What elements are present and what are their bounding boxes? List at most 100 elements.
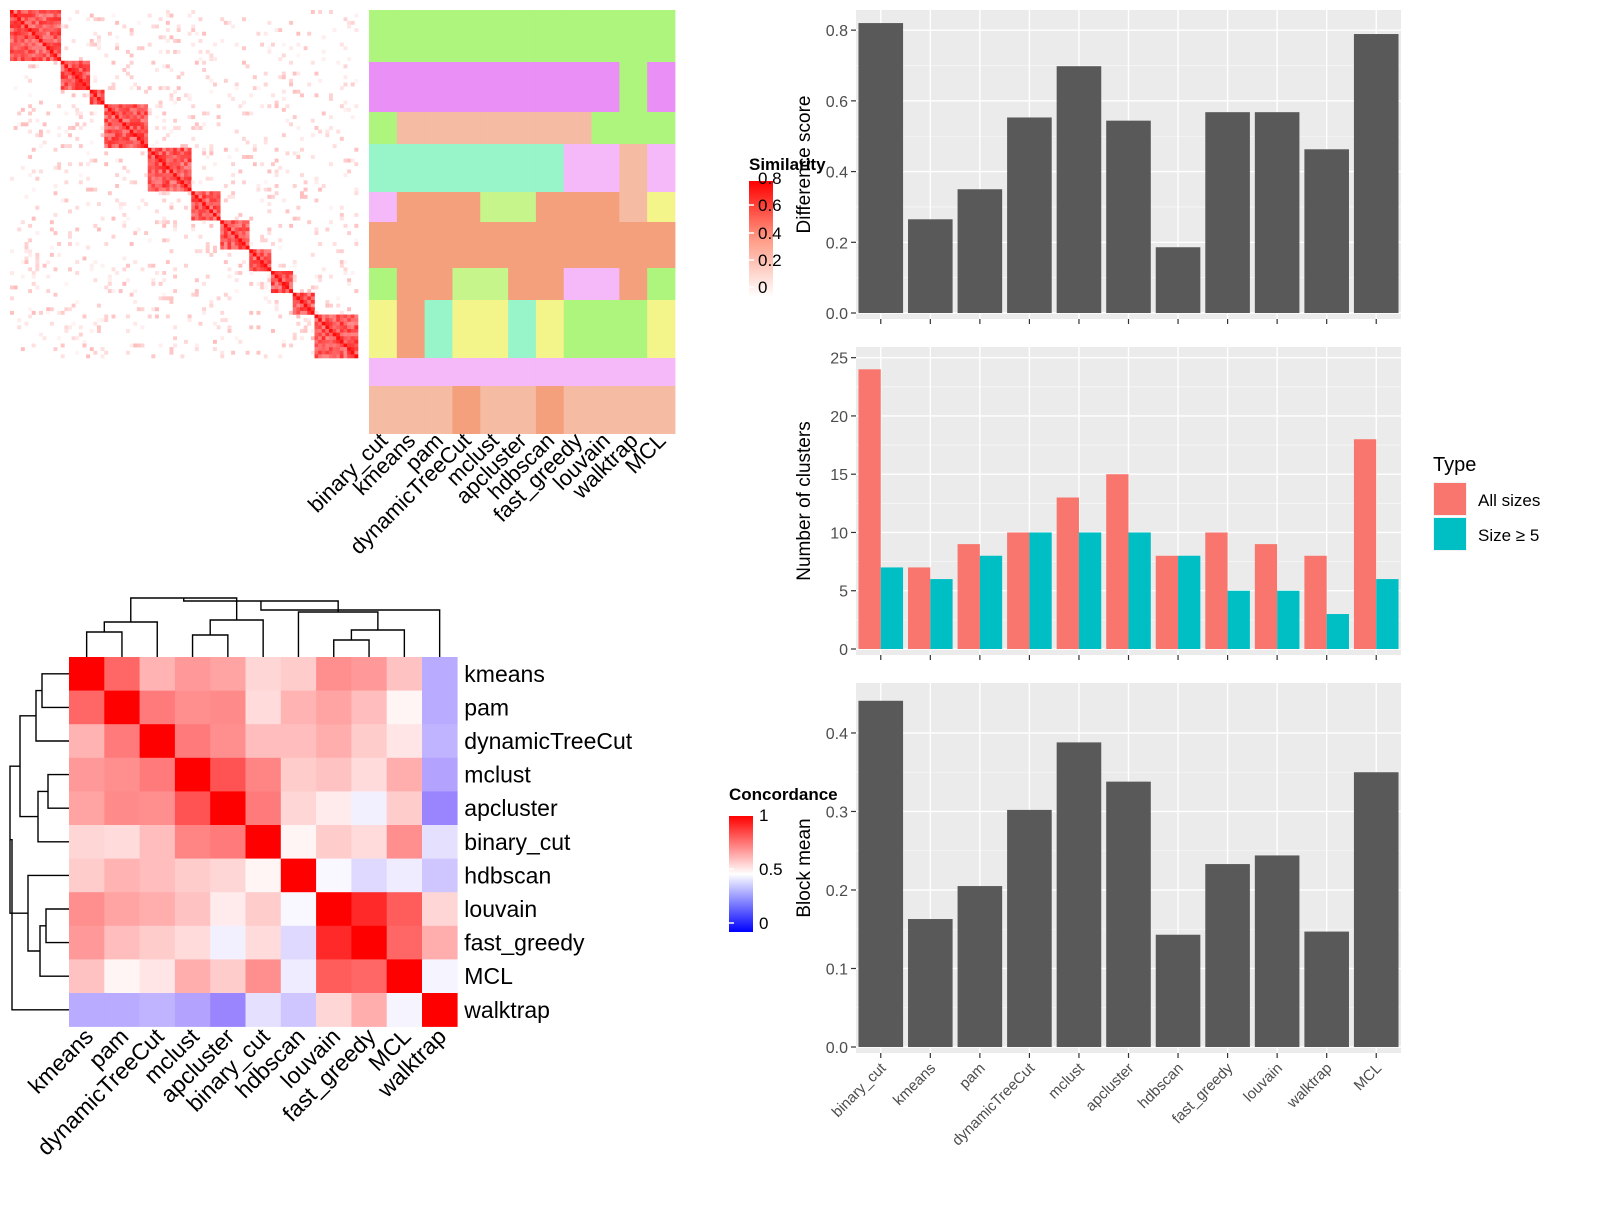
similarity-cell [60,64,65,69]
similarity-cell [46,42,51,47]
similarity-cell [155,220,159,225]
similarity-cell [292,296,297,301]
similarity-cell [187,187,192,192]
similarity-cell [64,68,69,72]
similarity-cell [64,198,69,203]
similarity-cell [35,35,40,40]
similarity-cell [147,187,152,192]
similarity-cell [31,57,36,62]
cluster-assignment-cell [480,386,509,434]
similarity-cell [42,57,47,62]
similarity-cell [151,180,156,185]
bar [1056,66,1102,314]
similarity-cell [53,267,58,272]
concordance-cell [210,993,246,1027]
similarity-cell [339,321,344,326]
similarity-cell [242,17,246,22]
similarity-cell [292,332,297,337]
similarity-cell [329,205,333,210]
similarity-cell [325,350,330,355]
y-tick-label: 0.6 [826,94,848,111]
bar [1326,614,1349,649]
similarity-cell [231,231,236,236]
similarity-cell [281,42,286,47]
similarity-cell [343,17,348,22]
similarity-cell [289,46,294,51]
similarity-cell [162,86,167,91]
similarity-cell [176,176,181,181]
cluster-assignment-cell [396,144,426,192]
similarity-cell [147,165,152,170]
similarity-cell [165,28,170,33]
cluster-assignment-cell [369,222,398,268]
similarity-cell [136,343,141,348]
similarity-cell [24,17,29,22]
similarity-cell [162,176,167,181]
similarity-cell [68,231,72,236]
similarity-cell [78,111,83,116]
similarity-cell [347,350,352,355]
similarity-cell [256,31,261,36]
similarity-cell [238,263,243,268]
similarity-cell [118,107,123,112]
similarity-cell [329,321,333,326]
similarity-cell [252,249,257,254]
similarity-cell [158,35,163,40]
cluster-assignment-cell [480,192,509,222]
similarity-cell [93,278,98,283]
similarity-cell [126,49,130,54]
similarity-cell [49,17,54,22]
cluster-assignment-cell [480,268,509,300]
similarity-cell [223,20,228,25]
similarity-cell [155,169,159,174]
similarity-cell [310,300,315,304]
similarity-cell [354,329,359,333]
similarity-cell [28,42,33,47]
similarity-cell [278,271,283,275]
cluster-assignment-cell [619,144,648,192]
bar [1304,931,1349,1047]
bar [957,189,1003,313]
similarity-cell [97,329,101,333]
similarity-cell [260,281,265,286]
similarity-cell [39,133,43,138]
similarity-cell [162,220,167,225]
concordance-cell [351,825,387,859]
similarity-cell [46,13,51,18]
similarity-cell [17,42,22,47]
similarity-cell [49,24,54,29]
concordance-cell [351,657,387,691]
similarity-cell [213,249,217,254]
similarity-cell [350,82,355,87]
similarity-cell [151,24,156,29]
cluster-assignment-cell [396,10,426,62]
similarity-cell [129,136,134,141]
similarity-cell [209,213,214,217]
similarity-cell [267,274,272,279]
similarity-cell [20,20,25,25]
similarity-cell [194,216,199,221]
similarity-cell [184,234,188,239]
similarity-cell [281,75,286,80]
similarity-cell [227,252,232,257]
similarity-cell [263,249,268,254]
similarity-cell [165,173,170,178]
similarity-cell [71,75,76,80]
similarity-cell [104,104,109,109]
similarity-cell [213,205,217,210]
similarity-cell [144,140,149,145]
similarity-cell [202,209,207,214]
similarity-cell [75,64,80,69]
similarity-cell [173,274,178,279]
similarity-cell [216,325,221,330]
similarity-cell [155,155,159,159]
similarity-cell [13,39,18,43]
similarity-cell [97,227,101,232]
similarity-cell [187,184,192,188]
cluster-assignment-cell [508,386,537,434]
similarity-cell [165,64,170,69]
similarity-cell [17,111,22,116]
similarity-cell [35,260,40,265]
similarity-cell [53,10,58,14]
similarity-cell [147,42,152,47]
